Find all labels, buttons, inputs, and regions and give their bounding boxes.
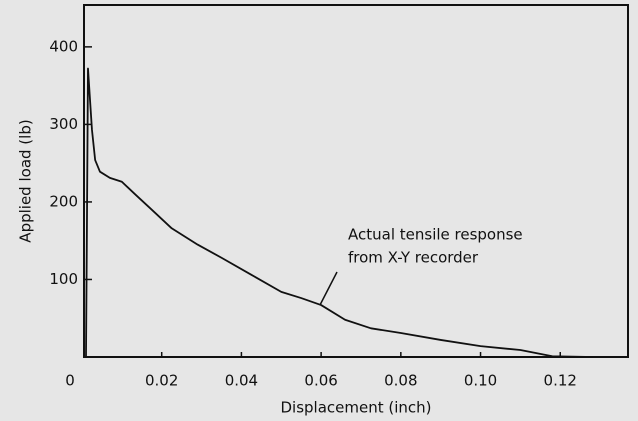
annotation-leader (319, 271, 338, 306)
data-line (85, 67, 593, 358)
annotation: from X-Y recorder (348, 249, 479, 267)
y-tick-label: 400 (49, 37, 78, 55)
x-axis-label: Displacement (inch) (280, 399, 431, 417)
x-tick-label: 0.10 (464, 372, 497, 390)
y-tick-label: 100 (49, 270, 78, 288)
x-tick-label: 0.08 (384, 372, 417, 390)
x-tick-label: 0.02 (145, 372, 178, 390)
y-tick-label: 200 (49, 192, 78, 210)
x-tick-label: 0.04 (225, 372, 258, 390)
plot-frame (83, 4, 629, 358)
x-tick-label: 0 (65, 372, 75, 390)
y-axis-label: Applied load (lb) (17, 119, 35, 242)
x-tick-label: 0.12 (544, 372, 577, 390)
x-tick-label: 0.06 (304, 372, 337, 390)
annotation: Actual tensile response (348, 226, 523, 244)
y-tick-label: 300 (49, 115, 78, 133)
